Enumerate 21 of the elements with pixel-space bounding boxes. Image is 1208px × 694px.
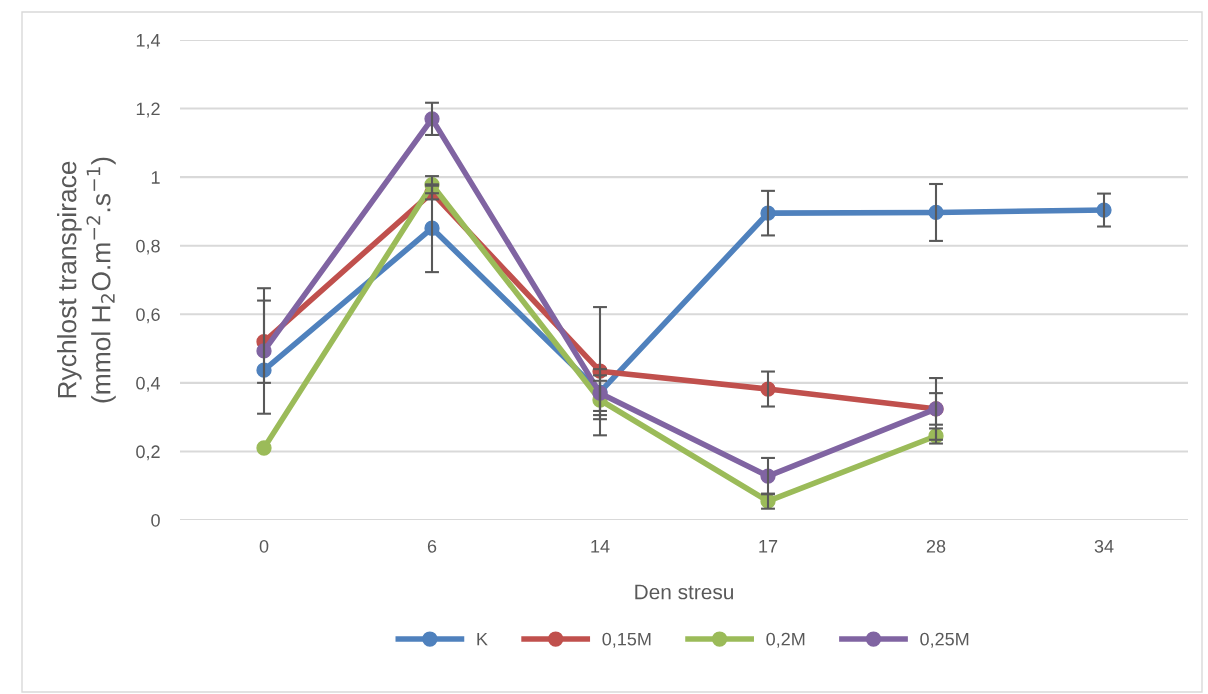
y-axis-title: Rychlost transpirace (mmol H$_{2}$O.m$^{−2}$.s$^{−1}$) — [57, 157, 116, 403]
y-tick-label: 0,4 — [136, 376, 161, 392]
y-tick-label: 0,6 — [136, 308, 160, 324]
y-tick-label: 1,4 — [136, 34, 161, 49]
legend-label: 0,15M — [602, 632, 651, 648]
x-tick-label: 28 — [926, 539, 946, 553]
y-tick-label: 0 — [151, 513, 160, 527]
x-tick-label: 17 — [759, 540, 778, 553]
x-tick-label: 34 — [1094, 539, 1114, 553]
y-tick-label: 0,8 — [136, 239, 160, 255]
legend-label: K — [477, 632, 488, 646]
x-tick-label: 6 — [427, 539, 437, 553]
x-tick-label: 14 — [591, 540, 610, 553]
legend-label: 0,25M — [920, 632, 969, 648]
y-tick-label: 0,2 — [136, 445, 160, 461]
x-tick-label: 0 — [259, 539, 269, 553]
legend-label: 0,2M — [766, 632, 805, 648]
y-tick-label: 1,2 — [136, 102, 160, 118]
x-axis-title: Den stresu — [635, 584, 733, 600]
y-tick-label: 1 — [151, 171, 160, 184]
point — [256, 440, 272, 456]
